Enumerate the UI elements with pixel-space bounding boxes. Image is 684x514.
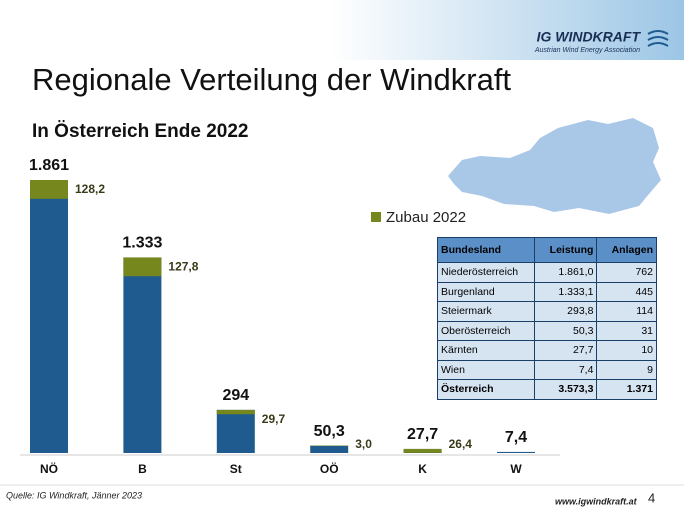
table-cell: 293,8 <box>533 301 598 322</box>
x-tick-label: W <box>510 462 522 476</box>
url: www.igwindkraft.at <box>555 496 638 506</box>
total-label: 1.861 <box>29 157 69 174</box>
table-cell: Österreich <box>437 379 535 400</box>
table-cell: 762 <box>596 262 657 283</box>
table-cell: 1.371 <box>596 379 657 400</box>
logo <box>647 30 669 47</box>
x-tick-label: B <box>138 462 147 476</box>
total-label: 50,3 <box>314 423 345 440</box>
table-cell: 31 <box>596 320 657 341</box>
table-cell: 9 <box>596 359 657 380</box>
source: Quelle: IG Windkraft, Jänner 2023 <box>6 490 142 500</box>
total-label: 294 <box>222 387 249 404</box>
table-cell: 7,4 <box>533 359 598 380</box>
bar <box>30 180 68 453</box>
table-cell: 445 <box>596 281 657 302</box>
table-row: Wien 7,4 9 <box>437 359 657 380</box>
x-tick-label: St <box>230 462 242 476</box>
legend-swatch <box>371 212 381 222</box>
total-label: 7,4 <box>505 429 527 446</box>
x-tick-label: NÖ <box>40 461 58 476</box>
table-row: Österreich 3.573,3 1.371 <box>437 379 657 400</box>
bar <box>216 409 255 453</box>
x-tick-label: K <box>418 462 427 476</box>
table-header-row: Bundesland Leistung Anlagen <box>437 237 657 263</box>
zubau-bar <box>403 448 442 453</box>
zubau-label: 128,2 <box>75 182 105 196</box>
table-row: Burgenland 1.333,1 445 <box>437 281 657 302</box>
column-header: Leistung <box>533 237 598 263</box>
total-label: 1.333 <box>122 235 162 252</box>
zubau-bar <box>216 409 255 415</box>
zubau-label: 127,8 <box>168 260 198 274</box>
x-tick-label: OÖ <box>320 461 339 476</box>
total-label: 27,7 <box>407 426 438 443</box>
column-header: Anlagen <box>596 237 657 263</box>
slide-title: Regionale Verteilung der Windkraft <box>32 62 511 97</box>
bar <box>310 445 349 453</box>
map-austria <box>448 118 661 214</box>
zubau-label: 3,0 <box>355 437 372 451</box>
brand: IG WINDKRAFT <box>537 29 642 45</box>
page-number: 4 <box>648 490 655 505</box>
table-cell: 1.333,1 <box>533 281 598 302</box>
table-cell: Steiermark <box>437 301 535 322</box>
table-row: Steiermark 293,8 114 <box>437 301 657 322</box>
table-cell: Oberösterreich <box>437 320 535 341</box>
data-table: Bundesland Leistung Anlagen Niederösterreic… <box>437 237 657 400</box>
zubau-bar <box>123 257 162 277</box>
header-band <box>330 0 684 60</box>
table-row: Oberösterreich 50,3 31 <box>437 320 657 341</box>
legend-label: Zubau 2022 <box>386 209 466 226</box>
chart-subtitle: In Österreich Ende 2022 <box>32 121 249 142</box>
bar <box>497 451 535 453</box>
table-cell: 114 <box>596 301 657 322</box>
table-cell: 3.573,3 <box>533 379 598 400</box>
tagline: Austrian Wind Energy Association <box>534 47 640 54</box>
zubau-label: 29,7 <box>262 412 286 426</box>
bar <box>123 257 162 453</box>
table-cell: Wien <box>437 359 535 380</box>
table-cell: 1.861,0 <box>533 262 598 283</box>
table-row: Niederösterreich 1.861,0 762 <box>437 262 657 283</box>
table-cell: Burgenland <box>437 281 535 302</box>
zubau-label: 26,4 <box>449 437 473 451</box>
column-header: Bundesland <box>437 237 535 263</box>
table-cell: Niederösterreich <box>437 262 535 283</box>
table-cell: 10 <box>596 340 657 361</box>
zubau-bar <box>30 180 68 199</box>
table-cell: 50,3 <box>533 320 598 341</box>
table-cell: Kärnten <box>437 340 535 361</box>
table-row: Kärnten 27,7 10 <box>437 340 657 361</box>
table-cell: 27,7 <box>533 340 598 361</box>
